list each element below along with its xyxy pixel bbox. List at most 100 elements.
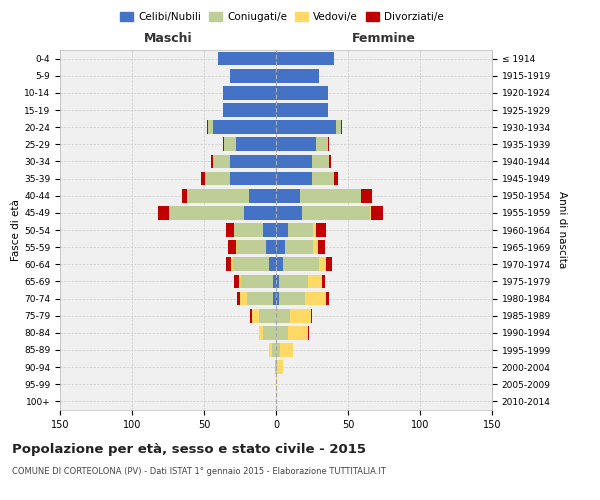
Bar xyxy=(269,258,276,271)
Bar xyxy=(182,189,187,202)
Bar xyxy=(276,343,280,357)
Bar xyxy=(276,154,312,168)
Bar xyxy=(237,292,240,306)
Bar xyxy=(169,206,244,220)
Bar xyxy=(240,292,247,306)
Bar xyxy=(237,240,266,254)
Bar xyxy=(276,206,302,220)
Bar xyxy=(251,309,259,322)
Bar xyxy=(277,360,283,374)
Bar xyxy=(276,274,279,288)
Bar xyxy=(276,103,328,117)
Bar xyxy=(276,309,290,322)
Bar xyxy=(276,189,301,202)
Bar xyxy=(279,292,305,306)
Bar xyxy=(234,223,263,237)
Bar xyxy=(326,258,332,271)
Bar xyxy=(205,172,230,185)
Bar xyxy=(236,240,237,254)
Bar xyxy=(224,138,236,151)
Bar xyxy=(276,292,279,306)
Bar xyxy=(229,240,236,254)
Bar xyxy=(223,138,224,151)
Bar xyxy=(313,223,316,237)
Bar xyxy=(276,326,287,340)
Bar xyxy=(207,120,208,134)
Bar xyxy=(276,240,284,254)
Bar xyxy=(371,206,383,220)
Bar xyxy=(316,223,326,237)
Bar xyxy=(287,326,308,340)
Bar xyxy=(263,223,276,237)
Bar xyxy=(266,240,276,254)
Bar xyxy=(226,258,232,271)
Bar xyxy=(259,326,263,340)
Bar xyxy=(312,172,334,185)
Bar xyxy=(276,138,316,151)
Y-axis label: Fasce di età: Fasce di età xyxy=(11,199,21,261)
Bar xyxy=(208,120,212,134)
Bar xyxy=(234,274,239,288)
Bar xyxy=(269,343,272,357)
Bar xyxy=(187,189,248,202)
Bar xyxy=(334,172,338,185)
Bar xyxy=(201,172,205,185)
Bar xyxy=(276,172,312,185)
Bar xyxy=(361,189,373,202)
Bar xyxy=(226,223,234,237)
Bar xyxy=(211,154,212,168)
Bar xyxy=(370,206,371,220)
Bar xyxy=(218,52,276,66)
Bar xyxy=(328,138,329,151)
Bar xyxy=(311,309,312,322)
Bar xyxy=(233,258,269,271)
Y-axis label: Anni di nascita: Anni di nascita xyxy=(557,192,566,268)
Bar xyxy=(287,223,313,237)
Bar xyxy=(308,274,322,288)
Bar xyxy=(302,206,370,220)
Bar xyxy=(283,258,319,271)
Bar xyxy=(313,240,318,254)
Bar xyxy=(223,86,276,100)
Bar xyxy=(276,360,277,374)
Bar xyxy=(212,154,230,168)
Bar xyxy=(316,138,328,151)
Bar xyxy=(308,326,309,340)
Bar xyxy=(236,138,276,151)
Bar xyxy=(276,69,319,82)
Bar xyxy=(276,86,328,100)
Bar xyxy=(212,120,276,134)
Bar xyxy=(230,172,276,185)
Bar xyxy=(276,52,334,66)
Bar xyxy=(232,258,233,271)
Bar xyxy=(341,120,342,134)
Text: Popolazione per età, sesso e stato civile - 2015: Popolazione per età, sesso e stato civil… xyxy=(12,442,366,456)
Bar xyxy=(290,309,311,322)
Text: Maschi: Maschi xyxy=(143,32,193,45)
Bar xyxy=(273,274,276,288)
Bar xyxy=(230,69,276,82)
Bar xyxy=(312,154,329,168)
Bar xyxy=(272,343,276,357)
Bar xyxy=(259,309,276,322)
Bar xyxy=(223,103,276,117)
Bar xyxy=(284,240,313,254)
Bar xyxy=(276,378,277,391)
Bar xyxy=(230,154,276,168)
Bar xyxy=(276,258,283,271)
Bar xyxy=(275,360,276,374)
Bar xyxy=(276,120,337,134)
Bar xyxy=(301,189,361,202)
Bar xyxy=(250,309,251,322)
Bar xyxy=(273,292,276,306)
Bar xyxy=(276,223,287,237)
Legend: Celibi/Nubili, Coniugati/e, Vedovi/e, Divorziati/e: Celibi/Nubili, Coniugati/e, Vedovi/e, Di… xyxy=(116,8,448,26)
Bar xyxy=(241,274,273,288)
Text: Femmine: Femmine xyxy=(352,32,416,45)
Bar xyxy=(322,274,325,288)
Bar xyxy=(263,326,276,340)
Bar xyxy=(305,292,326,306)
Text: COMUNE DI CORTEOLONA (PV) - Dati ISTAT 1° gennaio 2015 - Elaborazione TUTTITALIA: COMUNE DI CORTEOLONA (PV) - Dati ISTAT 1… xyxy=(12,468,386,476)
Bar xyxy=(248,189,276,202)
Bar xyxy=(239,274,241,288)
